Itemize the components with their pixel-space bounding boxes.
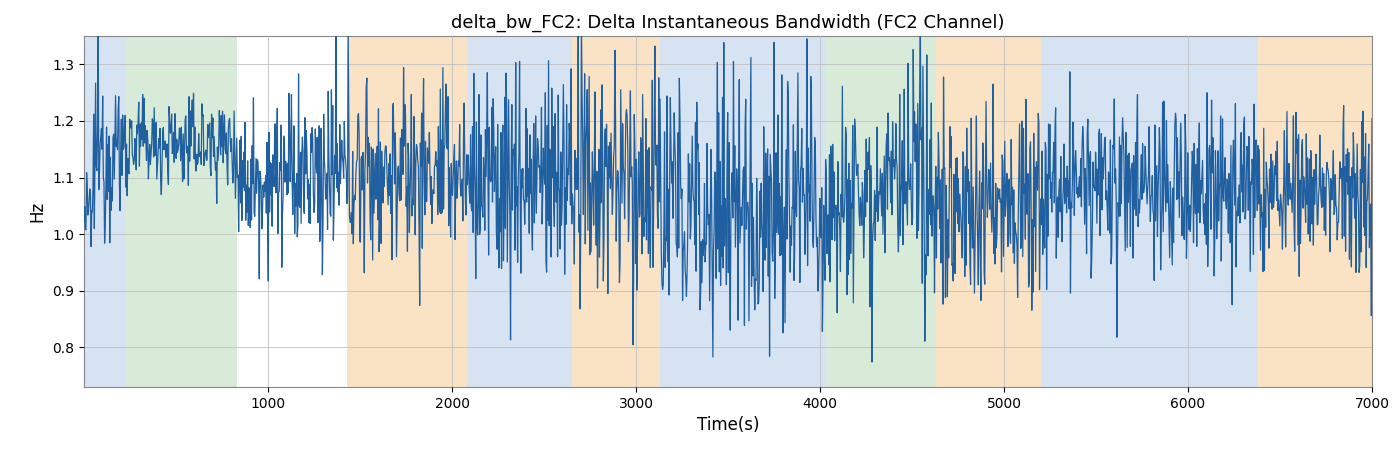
- Bar: [659, 36, 826, 387]
- Bar: [571, 36, 659, 387]
- X-axis label: Time(s): Time(s): [697, 416, 759, 434]
- Bar: [1259, 36, 1372, 387]
- Bar: [937, 36, 1040, 387]
- Bar: [84, 36, 126, 387]
- Bar: [826, 36, 937, 387]
- Bar: [347, 36, 466, 387]
- Bar: [466, 36, 571, 387]
- Bar: [1040, 36, 1259, 387]
- Y-axis label: Hz: Hz: [28, 201, 46, 222]
- Title: delta_bw_FC2: Delta Instantaneous Bandwidth (FC2 Channel): delta_bw_FC2: Delta Instantaneous Bandwi…: [451, 14, 1005, 32]
- Bar: [126, 36, 237, 387]
